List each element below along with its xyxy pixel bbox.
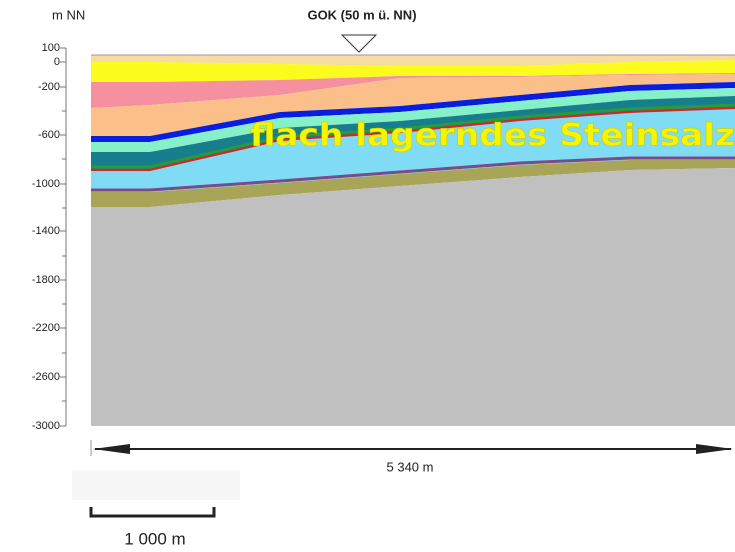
scale-bar bbox=[91, 507, 214, 516]
y-tick-label: -3000 bbox=[32, 420, 60, 432]
y-tick-label: -1000 bbox=[32, 178, 60, 190]
tick-labels: 100 0 -200 -600 -1000 -1400 -1800 -2200 -2600 -30… bbox=[32, 42, 66, 432]
scale-label: 1 000 m bbox=[124, 529, 185, 548]
surface-marker bbox=[342, 35, 376, 52]
cross-section: 100 0 -200 -600 -1000 -1400 -1800 -2200 -2600 -30… bbox=[0, 0, 735, 552]
y-tick-label: -2200 bbox=[32, 322, 60, 334]
surface-label: GOK (50 m ü. NN) bbox=[307, 7, 416, 22]
width-label: 5 340 m bbox=[387, 459, 434, 474]
annotation: flach lagerndes Steinsalz bbox=[250, 118, 735, 154]
scale-background bbox=[72, 470, 240, 500]
y-tick-label: -1800 bbox=[32, 274, 60, 286]
y-tick-label: -1400 bbox=[32, 225, 60, 237]
layer bbox=[91, 168, 735, 426]
y-tick-label: -2600 bbox=[32, 371, 60, 383]
y-tick-label: -600 bbox=[38, 129, 60, 141]
arrow-head bbox=[93, 444, 130, 454]
y-tick-label: -200 bbox=[38, 81, 60, 93]
minor-ticks bbox=[62, 111, 66, 401]
y-tick-label: 100 bbox=[42, 42, 60, 54]
y-tick-label: 0 bbox=[54, 56, 60, 68]
arrow-head bbox=[696, 444, 733, 454]
axis-unit: m NN bbox=[52, 7, 85, 22]
geologic-layers bbox=[91, 55, 735, 426]
